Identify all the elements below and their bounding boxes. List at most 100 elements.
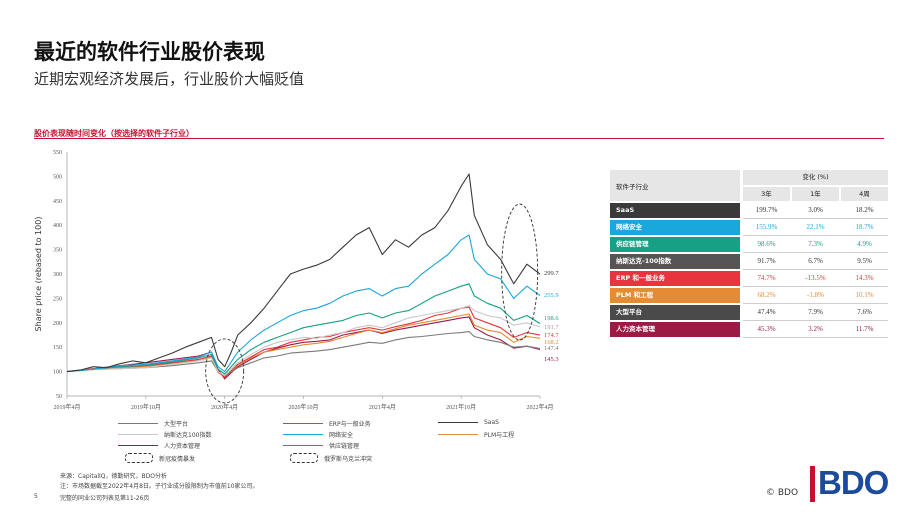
legend-item: 纳斯达克100指数 xyxy=(118,430,211,439)
table-cell: 10.1% xyxy=(855,291,874,299)
peer-list-note: 完整的同业公司列表见第11-26页 xyxy=(60,495,150,502)
y-tick-label: 200 xyxy=(53,321,62,327)
x-tick-label: 2019年4月 xyxy=(53,403,80,411)
table-cell: 6.7% xyxy=(808,257,823,265)
legend-label: PLM与工程 xyxy=(484,432,515,439)
end-value-label: 145.3 xyxy=(544,356,559,363)
table-row: ERP 和一般业务 74.7% -13.5% 14.3% xyxy=(610,271,888,287)
legend-line-swatch xyxy=(438,433,478,436)
end-value-label: 299.7 xyxy=(544,270,559,277)
y-tick-label: 150 xyxy=(53,345,62,351)
row-divider xyxy=(743,269,888,270)
series-line-纳斯达克100指数 xyxy=(66,305,541,377)
x-tick-label: 2021年4月 xyxy=(369,403,396,411)
table-period-1y: 1年 xyxy=(792,187,839,201)
y-tick-label: 550 xyxy=(53,150,62,156)
x-tick-label: 2020年4月 xyxy=(211,403,238,411)
row-divider xyxy=(743,235,888,236)
page-subtitle: 近期宏观经济发展后，行业股价大幅贬值 xyxy=(34,70,305,88)
x-tick-label: 2020年10月 xyxy=(288,403,318,411)
legend-label: 俄罗斯乌克兰冲突 xyxy=(324,455,373,463)
row-divider xyxy=(743,320,888,321)
x-tick-label: 2019年10月 xyxy=(131,403,161,411)
table-cell: 22.1% xyxy=(806,223,825,231)
source-text: 来源：CapitalIQ，德勤研究，BDO分析 xyxy=(60,473,167,480)
x-tick-label: 2021年10月 xyxy=(446,403,476,411)
series-line-SaaS xyxy=(66,173,541,373)
y-tick-label: 350 xyxy=(53,248,62,254)
table-row: 大型平台 47.4% 7.9% 7.6% xyxy=(610,305,888,321)
table-cell: 45.3% xyxy=(757,325,776,333)
table-col-header: 软件子行业 xyxy=(610,170,740,201)
legend-label: 大型平台 xyxy=(164,421,189,428)
legend-item: 人力资本管理 xyxy=(118,441,200,450)
table-row: SaaS 199.7% 3.0% 18.2% xyxy=(610,203,888,219)
y-tick-label: 500 xyxy=(53,174,62,180)
legend-label: 网络安全 xyxy=(329,432,354,439)
legend-item: 供应链管理 xyxy=(283,441,359,450)
table-cell: 199.7% xyxy=(755,206,778,214)
legend-line-swatch xyxy=(283,422,323,425)
table-row-label: 纳斯达克-100指数 xyxy=(610,254,740,269)
table-cell: 7.6% xyxy=(857,308,872,316)
legend-item: 新冠疫情暴发 xyxy=(118,453,195,463)
table-cell: 68.2% xyxy=(757,291,776,299)
y-tick-label: 250 xyxy=(53,296,62,302)
table-cell: 14.3% xyxy=(855,274,874,282)
page-title: 最近的软件行业股价表现 xyxy=(34,40,265,64)
table-row-label: PLM 和工程 xyxy=(610,288,740,303)
table-cell: 74.7% xyxy=(757,274,776,282)
table-row: 供应链管理 98.6% 7.3% 4.9% xyxy=(610,237,888,253)
y-tick-label: 300 xyxy=(53,272,62,278)
legend-item: SaaS xyxy=(438,419,499,426)
table-row-label: 人力资本管理 xyxy=(610,322,740,337)
legend-item: ERP与一般业务 xyxy=(283,419,371,428)
y-tick-label: 400 xyxy=(53,223,62,229)
table-cell: 4.9% xyxy=(857,240,872,248)
table-row-label: SaaS xyxy=(610,203,740,218)
end-value-label: 191.7 xyxy=(544,324,559,331)
note-text: 注：市场数据截至2022年4月8日。子行业成分股限制为市值前10家公司。 xyxy=(60,483,259,490)
table-cell: 47.4% xyxy=(757,308,776,316)
y-tick-label: 450 xyxy=(53,199,62,205)
table-change-header: 变化 (%) xyxy=(743,170,888,185)
table-row: 纳斯达克-100指数 91.7% 6.7% 9.5% xyxy=(610,254,888,270)
table-period-3y: 3年 xyxy=(743,187,790,201)
page-number: 5 xyxy=(34,493,38,500)
table-row: PLM 和工程 68.2% -1.8% 10.1% xyxy=(610,288,888,304)
legend-item: 大型平台 xyxy=(118,419,188,428)
legend-label: 人力资本管理 xyxy=(164,443,201,450)
table-cell: 18.2% xyxy=(855,206,874,214)
legend-label: 新冠疫情暴发 xyxy=(159,455,196,463)
caption-divider xyxy=(34,138,884,139)
table-cell: 3.2% xyxy=(808,325,823,333)
end-value-label: 255.9 xyxy=(544,292,559,299)
legend-line-swatch xyxy=(438,421,478,424)
legend-dash-swatch xyxy=(125,453,153,463)
bdo-logo-bar xyxy=(810,466,815,502)
table-cell: 98.6% xyxy=(757,240,776,248)
chart-caption: 股价表现随时间变化（按选择的软件子行业） xyxy=(34,129,194,138)
legend-line-swatch xyxy=(118,433,158,436)
copyright: © BDO xyxy=(766,488,799,498)
series-line-大型平台 xyxy=(66,331,541,378)
legend-item: 俄罗斯乌克兰冲突 xyxy=(283,453,372,463)
table-period-4w: 4周 xyxy=(841,187,888,201)
table-cell: 155.9% xyxy=(755,223,778,231)
table-row-label: 网络安全 xyxy=(610,220,740,235)
row-divider xyxy=(743,303,888,304)
y-axis-title: Share price (rebased to 100) xyxy=(34,217,43,332)
table-row-label: 供应链管理 xyxy=(610,237,740,252)
legend-label: 供应链管理 xyxy=(329,443,360,450)
y-tick-label: 50 xyxy=(56,394,62,400)
legend-line-swatch xyxy=(118,444,158,447)
series-line-人力资本管理 xyxy=(66,316,541,380)
legend-label: ERP与一般业务 xyxy=(329,421,371,428)
end-value-label: 174.7 xyxy=(544,332,559,339)
bdo-logo: BDO xyxy=(810,464,890,502)
row-divider xyxy=(743,252,888,253)
legend-item: PLM与工程 xyxy=(438,430,514,439)
row-divider xyxy=(743,286,888,287)
legend-label: 纳斯达克100指数 xyxy=(164,432,212,439)
table-cell: 11.7% xyxy=(855,325,874,333)
